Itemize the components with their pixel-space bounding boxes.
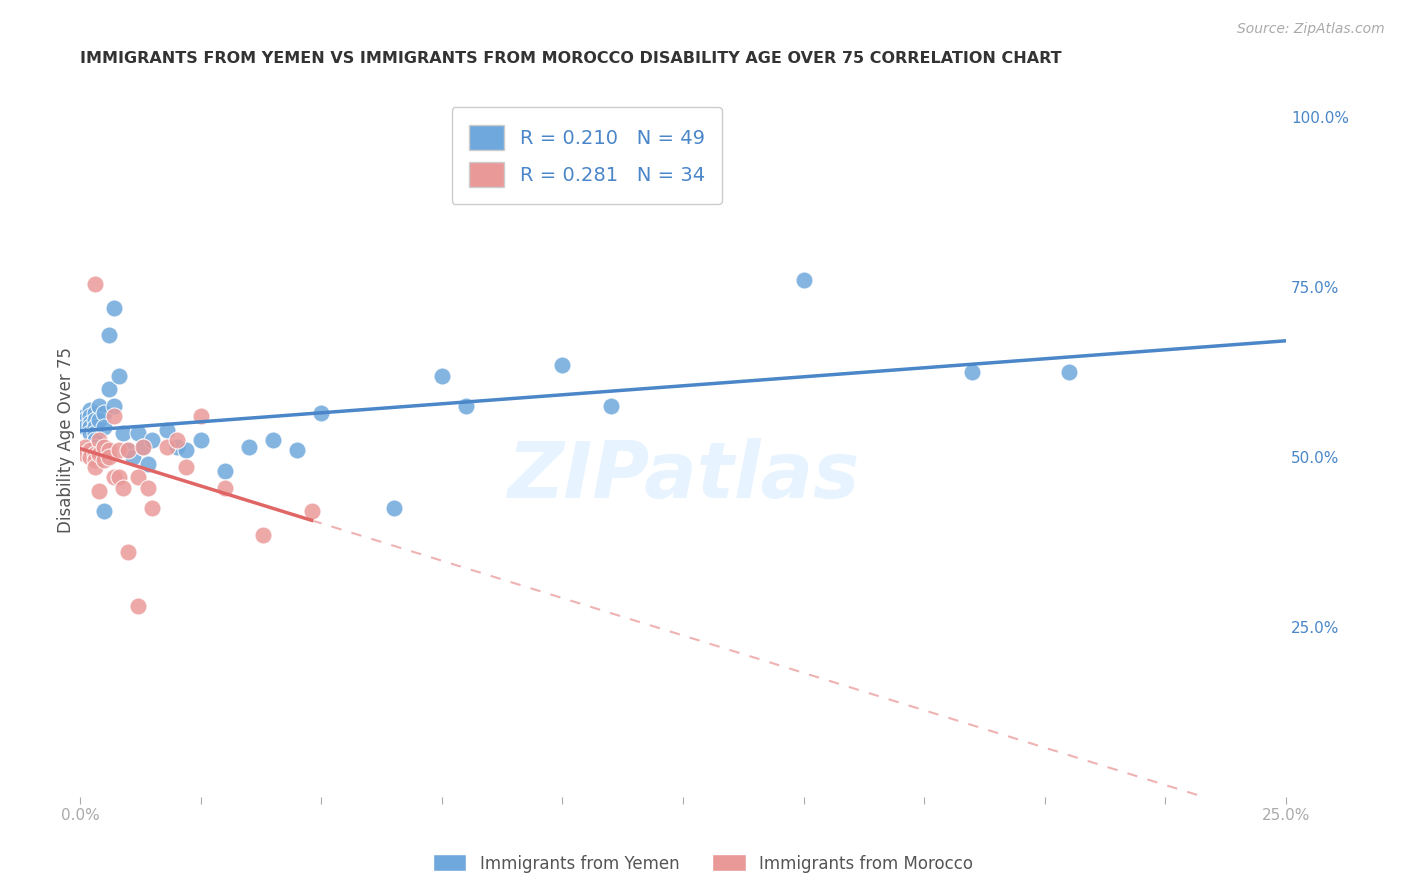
Point <box>83 406 105 420</box>
Point <box>83 413 105 427</box>
Point <box>73 447 96 461</box>
Point <box>127 470 149 484</box>
Point <box>156 440 179 454</box>
Point <box>793 273 815 287</box>
Point <box>214 481 236 495</box>
Point <box>190 409 212 424</box>
Point <box>98 327 121 342</box>
Legend: R = 0.210   N = 49, R = 0.281   N = 34: R = 0.210 N = 49, R = 0.281 N = 34 <box>451 108 723 204</box>
Point <box>141 433 163 447</box>
Point <box>103 301 125 315</box>
Point <box>93 504 115 518</box>
Point <box>141 501 163 516</box>
Point <box>136 457 159 471</box>
Point <box>122 450 145 464</box>
Point <box>83 426 105 441</box>
Point <box>599 399 621 413</box>
Point <box>103 470 125 484</box>
Point <box>117 443 139 458</box>
Point <box>83 440 105 454</box>
Point <box>93 419 115 434</box>
Point <box>83 433 105 447</box>
Point <box>73 413 96 427</box>
Point <box>98 382 121 396</box>
Point <box>156 423 179 437</box>
Point <box>132 440 155 454</box>
Point <box>174 460 197 475</box>
Point <box>117 443 139 458</box>
Point <box>166 433 188 447</box>
Point <box>79 409 101 424</box>
Point <box>89 447 111 461</box>
Point <box>83 419 105 434</box>
Point <box>132 440 155 454</box>
Point <box>962 365 984 379</box>
Point <box>238 440 260 454</box>
Point <box>98 443 121 458</box>
Point <box>174 443 197 458</box>
Point <box>430 368 453 383</box>
Point <box>252 528 274 542</box>
Point <box>136 481 159 495</box>
Point <box>166 440 188 454</box>
Point <box>262 433 284 447</box>
Point <box>73 409 96 424</box>
Legend: Immigrants from Yemen, Immigrants from Morocco: Immigrants from Yemen, Immigrants from M… <box>426 847 980 880</box>
Point <box>89 413 111 427</box>
Point <box>73 419 96 434</box>
Point <box>79 416 101 430</box>
Point <box>454 399 477 413</box>
Point <box>551 359 574 373</box>
Y-axis label: Disability Age Over 75: Disability Age Over 75 <box>58 347 75 533</box>
Point <box>98 450 121 464</box>
Text: IMMIGRANTS FROM YEMEN VS IMMIGRANTS FROM MOROCCO DISABILITY AGE OVER 75 CORRELAT: IMMIGRANTS FROM YEMEN VS IMMIGRANTS FROM… <box>80 51 1062 66</box>
Point <box>103 409 125 424</box>
Point <box>89 483 111 498</box>
Point <box>382 501 405 516</box>
Point <box>127 599 149 614</box>
Point <box>73 440 96 454</box>
Text: Source: ZipAtlas.com: Source: ZipAtlas.com <box>1237 22 1385 37</box>
Point <box>103 399 125 413</box>
Point <box>89 433 111 447</box>
Point <box>214 464 236 478</box>
Point <box>285 443 308 458</box>
Point <box>79 450 101 464</box>
Point <box>79 402 101 417</box>
Point <box>93 440 115 454</box>
Point <box>83 447 105 461</box>
Point <box>89 399 111 413</box>
Point <box>79 443 101 458</box>
Point <box>117 545 139 559</box>
Point <box>127 426 149 441</box>
Point <box>107 368 129 383</box>
Point <box>1057 365 1080 379</box>
Point <box>190 433 212 447</box>
Point <box>93 406 115 420</box>
Point <box>83 453 105 467</box>
Point <box>112 481 135 495</box>
Text: ZIPatlas: ZIPatlas <box>508 438 859 514</box>
Point <box>112 426 135 441</box>
Point <box>107 470 129 484</box>
Point <box>89 447 111 461</box>
Point <box>79 419 101 434</box>
Point <box>83 277 105 291</box>
Point <box>79 426 101 441</box>
Point <box>93 453 115 467</box>
Point <box>301 504 323 518</box>
Point <box>309 406 332 420</box>
Point <box>83 460 105 475</box>
Point <box>107 443 129 458</box>
